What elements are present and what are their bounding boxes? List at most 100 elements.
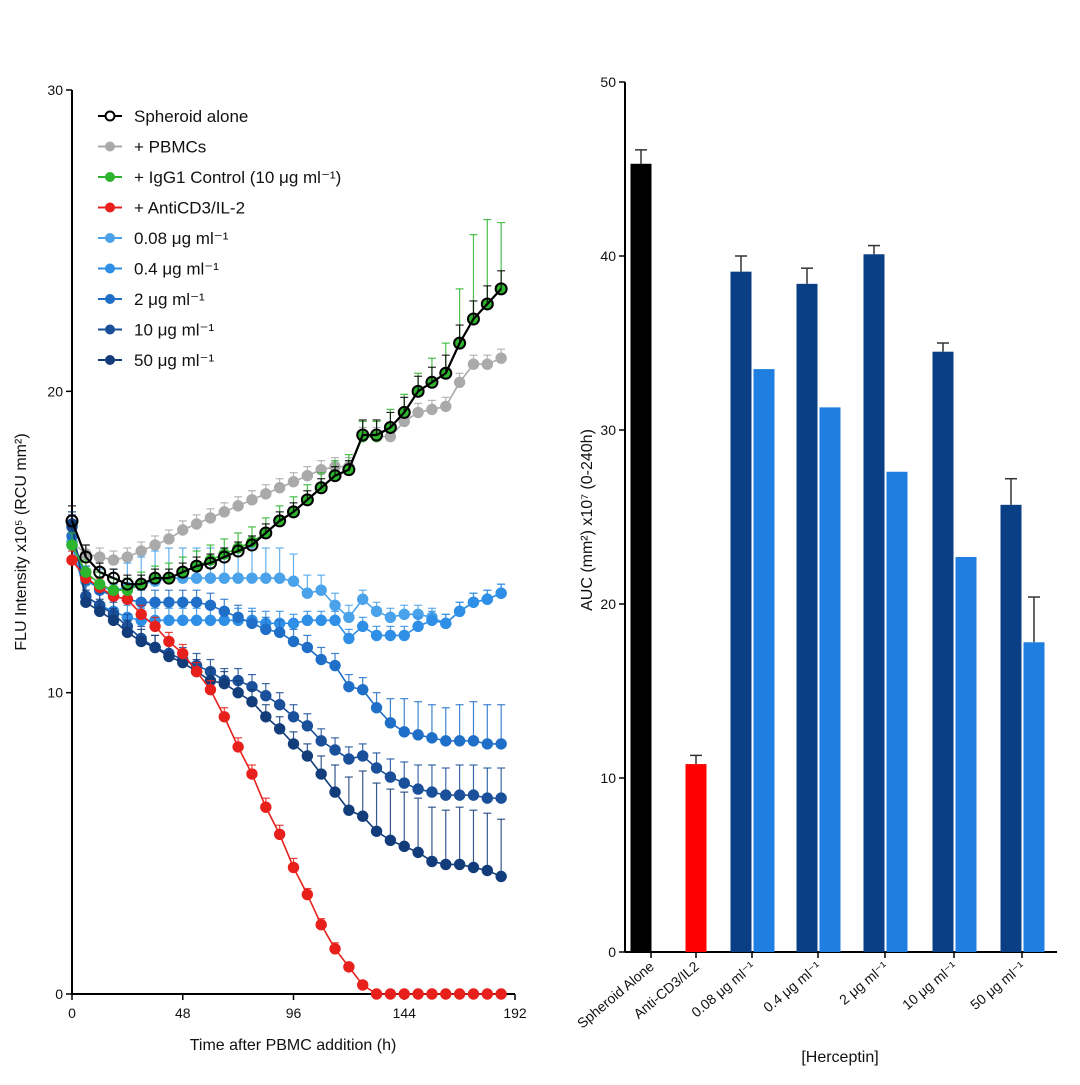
data-point [466,312,480,326]
data-point [481,792,494,804]
data-point [287,635,300,648]
data-point [453,605,466,618]
series-8 [66,511,507,883]
data-point [412,406,424,419]
data-point [315,735,327,747]
data-point [273,514,287,528]
data-point [384,834,397,847]
x-tick-label: 50 μg ml⁻¹ [967,958,1028,1013]
data-point [232,500,244,512]
data-point [260,801,272,813]
legend-item: 0.08 μg ml⁻¹ [98,229,229,248]
bar [685,764,707,952]
data-point [440,988,452,1000]
data-point [232,611,244,624]
data-point [495,870,507,883]
data-point [245,538,259,552]
data-point [315,918,327,931]
data-point [259,526,273,540]
data-point [329,943,341,955]
x-tick-label: 10 μg ml⁻¹ [899,958,960,1013]
data-point [149,539,161,551]
data-point [426,614,438,627]
legend-item: Spheroid alone [98,107,248,126]
data-point [328,469,342,483]
data-point [246,572,258,584]
legend-marker [105,141,115,152]
y-tick-label: 40 [600,248,616,264]
legend-item: 0.4 μg ml⁻¹ [98,260,219,279]
series-line [71,544,502,640]
data-point [495,988,507,1000]
bar [630,163,652,952]
series-line [71,559,502,995]
data-point [93,565,107,579]
data-point [370,702,383,714]
data-point [93,578,106,590]
data-point [357,683,369,696]
data-point [343,632,355,645]
data-point [190,665,203,678]
data-point [384,611,397,624]
data-point [107,554,120,566]
data-point [343,611,355,624]
data-point [190,559,204,573]
data-point [481,988,494,1000]
data-point [107,584,120,596]
data-point [190,572,203,584]
data-point [246,617,258,630]
data-point [273,828,286,840]
data-point [342,463,356,477]
right-x-axis-label: [Herceptin] [801,1049,878,1066]
data-point [481,864,494,877]
legend-marker [105,355,115,365]
data-point [495,738,507,750]
series-line [71,526,502,799]
line-chart: Time after PBMC addition (h) FLU Intensi… [13,82,527,1054]
data-point [260,572,272,584]
y-tick-label: 20 [600,596,616,612]
legend-item: + PBMCs [98,138,206,157]
data-point [467,596,480,608]
data-point [384,771,397,783]
legend-label: 50 μg ml⁻¹ [134,351,215,370]
x-tick-label: 144 [393,1005,417,1021]
x-tick-label: 192 [503,1005,527,1021]
data-point [495,587,507,599]
data-point [273,699,286,711]
legend-item: 2 μg ml⁻¹ [98,290,205,309]
data-point [177,614,189,627]
data-point [163,596,175,608]
data-point [398,840,410,853]
data-point [481,358,494,370]
data-point [287,476,300,488]
data-point [301,750,314,762]
data-point [356,428,370,442]
data-point [453,336,467,350]
data-point [177,524,189,536]
data-point [384,717,397,729]
data-point [301,641,314,654]
data-point [343,961,355,973]
data-point [163,533,175,545]
data-point [203,556,217,570]
data-point [412,846,424,859]
y-tick-label: 10 [600,770,616,786]
data-point [494,282,508,296]
data-point [301,720,314,732]
bar [796,283,818,953]
data-point [163,650,175,663]
legend-label: 0.4 μg ml⁻¹ [134,260,219,279]
data-point [301,470,314,482]
data-point [218,605,230,618]
data-point [398,726,410,738]
data-point [453,735,466,747]
data-point [426,855,438,868]
y-tick-label: 10 [47,685,63,701]
data-point [287,711,300,723]
legend-label: Spheroid alone [134,107,248,126]
data-point [467,988,480,1000]
data-point [204,599,217,611]
data-point [107,571,121,585]
data-point [218,711,230,723]
